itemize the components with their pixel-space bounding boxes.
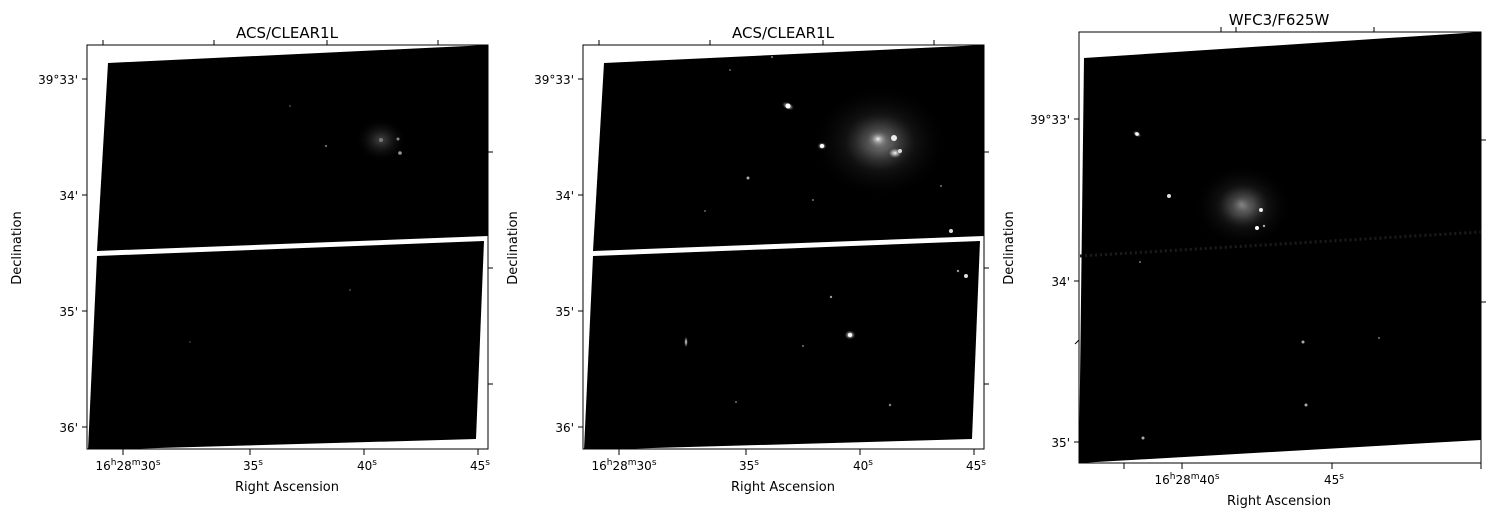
panel-1-ylabel: Declination [10, 211, 25, 285]
panel-3-star [1263, 225, 1265, 227]
panel-2-xtick-label: 40s [853, 458, 873, 473]
panel-3-ytick-label: 35' [1051, 436, 1070, 450]
panel-3: WFC3/F625W 16h2 [1002, 11, 1486, 509]
panel-2-galaxy [684, 336, 688, 348]
panel-3-xtick-label: 16h28m40s [1154, 472, 1219, 487]
panel-2-star [964, 274, 968, 278]
panel-2-ytick-label: 39°33' [534, 73, 574, 87]
panel-1-xtick-label: 35s [243, 458, 263, 473]
panel-1-ytick-label: 39°33' [38, 73, 78, 87]
panel-1-xtick-label: 16h28m30s [95, 458, 160, 473]
panel-2-star [771, 56, 773, 58]
panel-3-xlabel: Right Ascension [1227, 494, 1331, 509]
panel-1-ytick-label: 35' [59, 305, 78, 319]
panel-1-ytick-label: 36' [59, 421, 78, 435]
panel-1-star [289, 105, 291, 107]
panel-2-ytick-label: 34' [555, 189, 574, 203]
panel-2-star [898, 149, 902, 153]
panel-2-star [891, 135, 897, 141]
panel-2-ytick-label: 36' [555, 421, 574, 435]
panel-3-star [1378, 337, 1380, 339]
panel-1-star [398, 151, 402, 155]
panel-3-ytick-label: 39°33' [1030, 113, 1070, 127]
panel-1-xtick-label: 40s [357, 458, 377, 473]
panel-2-star [949, 229, 953, 233]
panel-2-star [957, 270, 959, 272]
panel-2-ytick-label: 35' [555, 305, 574, 319]
panel-3-ytick-label: 34' [1051, 275, 1070, 289]
panel-1-star [189, 341, 191, 343]
panel-2-star [830, 296, 832, 298]
panel-3-star [1302, 341, 1305, 344]
panel-1-lower-chip [88, 241, 484, 450]
panel-2-star [820, 144, 824, 148]
panel-2-image [584, 45, 984, 450]
panel-2-star [786, 104, 791, 109]
panel-2-lower-chip [584, 241, 980, 450]
panel-3-star [1139, 261, 1141, 263]
panel-2-star [940, 185, 942, 187]
panel-3-star [1135, 132, 1139, 136]
panel-3-star [1142, 437, 1145, 440]
panel-2-title: ACS/CLEAR1L [732, 24, 835, 42]
panel-1-star [379, 138, 383, 142]
panel-1-title: ACS/CLEAR1L [236, 24, 339, 42]
panel-2-galaxy-core [863, 127, 893, 151]
panel-3-chip [1079, 32, 1481, 463]
panel-2: ACS/CLEAR1L [506, 24, 989, 495]
panel-1-ytick-label: 34' [59, 189, 78, 203]
panel-2-star [735, 401, 737, 403]
panel-3-xtick-label: 45s [1324, 472, 1344, 487]
panel-2-xtick-label: 35s [739, 458, 759, 473]
panel-1-xlabel: Right Ascension [235, 480, 339, 495]
panel-3-title: WFC3/F625W [1229, 11, 1330, 29]
panel-2-galaxy-core [887, 147, 903, 159]
panel-2-xlabel: Right Ascension [731, 480, 835, 495]
panel-1-image [88, 45, 488, 450]
panel-1-xtick-label: 45s [470, 458, 490, 473]
panel-1-star [397, 138, 400, 141]
panel-3-image [1079, 32, 1481, 463]
panel-1-upper-chip [97, 45, 488, 251]
panel-1-star [349, 289, 351, 291]
panel-2-star [802, 345, 804, 347]
panel-2-xtick-label: 45s [966, 458, 986, 473]
panel-3-star [1305, 404, 1308, 407]
panel-2-ylabel: Declination [506, 211, 521, 285]
panel-1: ACS/CLEAR1L 16h28m30s 35s 40s [10, 24, 493, 495]
panel-2-xtick-label: 16h28m30s [591, 458, 656, 473]
panel-2-star [848, 333, 852, 337]
panel-3-star [1167, 194, 1171, 198]
panel-2-star [747, 177, 750, 180]
panel-3-star [1255, 226, 1259, 230]
panel-3-star [1259, 208, 1263, 212]
panel-2-star [889, 404, 891, 406]
panel-3-ylabel: Declination [1002, 211, 1017, 285]
panel-1-star [325, 145, 327, 147]
panel-3-galaxy-core [1229, 193, 1253, 215]
panel-2-star [729, 69, 731, 71]
panel-2-star [704, 210, 706, 212]
panel-2-star [812, 199, 814, 201]
